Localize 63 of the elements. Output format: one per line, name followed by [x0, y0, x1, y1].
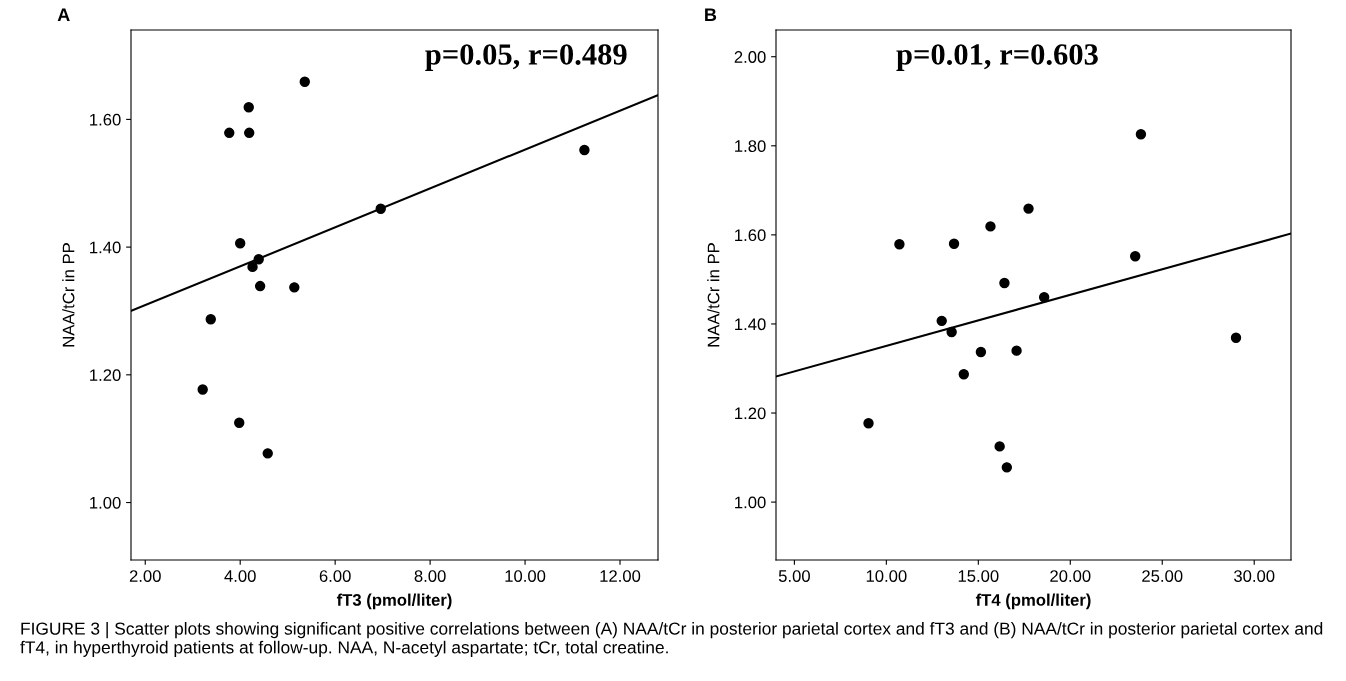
point — [299, 76, 310, 87]
point — [254, 280, 266, 292]
point — [224, 127, 235, 139]
x-tick-label: 25.00 — [1142, 570, 1183, 582]
point — [244, 127, 255, 139]
point — [197, 384, 208, 395]
x-axis-title: fT4 (pmol/liter) — [975, 593, 1091, 610]
y-axis-title: NAA/tCr in PP — [62, 243, 75, 347]
x-tick-label: 15.00 — [958, 570, 999, 582]
point — [894, 239, 905, 250]
point — [975, 346, 987, 358]
point — [253, 254, 264, 265]
point — [235, 238, 246, 249]
y-tick-label: 2.00 — [734, 51, 766, 63]
y-tick-label: 1.60 — [735, 229, 766, 242]
point — [863, 418, 874, 429]
y-axis-title: NAA/tCr in PP — [707, 243, 720, 347]
x-tick-label: 6.00 — [319, 570, 351, 582]
x-tick-label: 2.00 — [129, 570, 161, 582]
annotation: p=0.01, r=0.603 — [896, 44, 1098, 71]
point — [985, 221, 996, 232]
point — [1130, 251, 1141, 262]
x-tick-label: 10.00 — [866, 570, 907, 582]
x-axis-title: fT3 (pmol/liter) — [336, 593, 452, 610]
x-tick-label: 12.00 — [600, 570, 641, 582]
y-tick-label: 1.00 — [735, 496, 766, 509]
y-tick-label: 1.20 — [90, 369, 121, 382]
y-tick-label: 1.40 — [735, 318, 766, 331]
text: B — [705, 8, 717, 21]
point — [243, 102, 254, 113]
point — [247, 261, 258, 273]
x-tick-label: 4.00 — [224, 570, 256, 582]
y-tick-label: 1.60 — [90, 113, 121, 126]
point — [375, 203, 386, 214]
point — [948, 238, 960, 249]
point — [936, 315, 947, 327]
x-tick-label: 30.00 — [1234, 570, 1275, 582]
x-tick-label: 5.00 — [778, 570, 810, 582]
point — [205, 314, 216, 325]
caption: FIGURE 3 | Scatter plots showing significant positive correlations between (A) NAA/tCr in posterior parietal cortex and fT3 and (B) NAA/tCr in posterior parietal cortex and fT4, in hyperthyroid patients at follow-up. NAA, N-acetyl aspartate; tCr, total creatine. — [20, 622, 1323, 657]
y-tick-label: 1.20 — [735, 407, 766, 420]
point — [579, 144, 590, 156]
point — [1001, 462, 1013, 473]
x-tick-label: 8.00 — [414, 570, 446, 582]
point — [1135, 129, 1147, 140]
x-tick-label: 10.00 — [505, 570, 546, 582]
point — [1230, 332, 1242, 343]
y-tick-label: 1.40 — [90, 241, 121, 254]
point — [1023, 203, 1034, 214]
text: A — [57, 8, 70, 21]
x-tick-label: 20.00 — [1050, 570, 1091, 582]
annotation: p=0.05, r=0.489 — [425, 44, 627, 71]
point — [999, 277, 1010, 289]
point — [1038, 292, 1050, 303]
point — [1011, 345, 1022, 356]
y-tick-label: 1.00 — [90, 496, 121, 509]
point — [262, 448, 273, 459]
point — [946, 326, 957, 338]
point — [994, 441, 1005, 452]
y-tick-label: 1.80 — [735, 140, 766, 152]
point — [958, 369, 969, 380]
point — [234, 417, 245, 428]
point — [289, 282, 300, 293]
